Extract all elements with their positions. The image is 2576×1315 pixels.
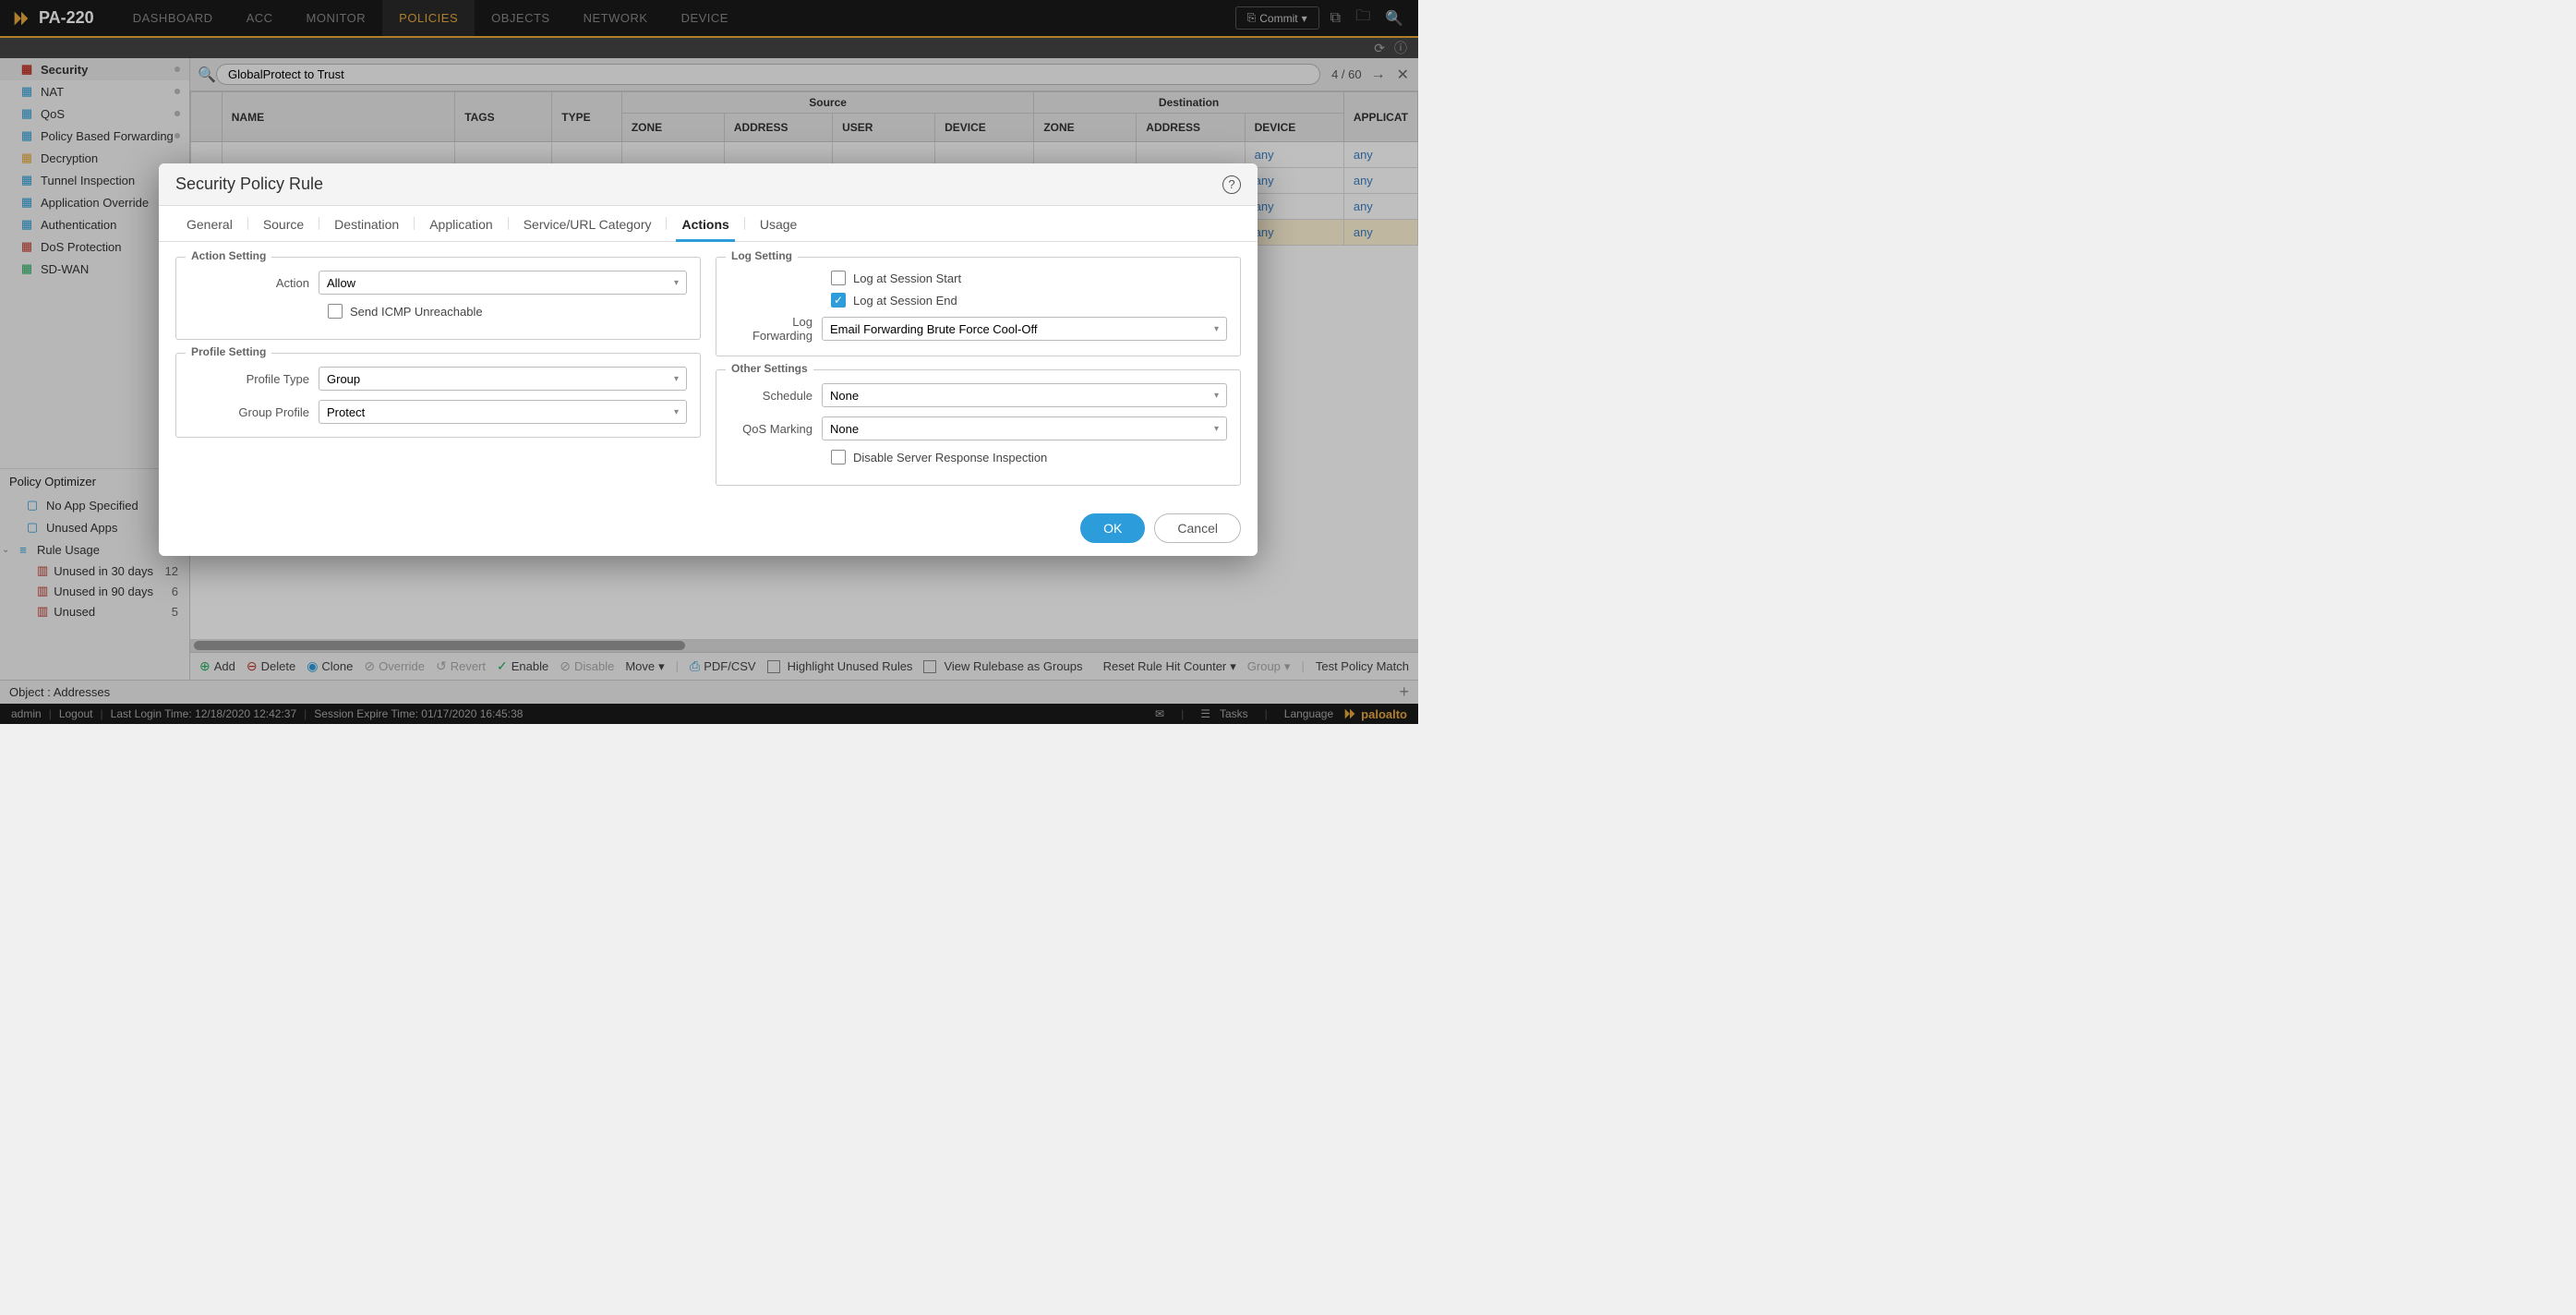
ok-button[interactable]: OK	[1080, 513, 1145, 543]
tab-actions[interactable]: Actions	[670, 206, 740, 241]
dsri-label: Disable Server Response Inspection	[853, 451, 1047, 464]
chevron-down-icon: ▾	[1214, 324, 1219, 334]
dialog-title: Security Policy Rule	[175, 175, 323, 194]
tab-source[interactable]: Source	[252, 206, 315, 241]
log-setting-legend: Log Setting	[726, 249, 798, 262]
chevron-down-icon: ▾	[1214, 391, 1219, 401]
dialog-tabs: GeneralSourceDestinationApplicationServi…	[159, 206, 1258, 242]
chevron-down-icon: ▾	[674, 374, 679, 384]
tab-general[interactable]: General	[175, 206, 244, 241]
action-select[interactable]: Allow ▾	[319, 271, 687, 295]
log-end-label: Log at Session End	[853, 294, 957, 308]
help-icon[interactable]: ?	[1222, 175, 1241, 194]
tab-destination[interactable]: Destination	[323, 206, 410, 241]
other-settings-legend: Other Settings	[726, 362, 813, 375]
group-profile-label: Group Profile	[189, 405, 319, 419]
tab-service-url-category[interactable]: Service/URL Category	[512, 206, 663, 241]
schedule-select[interactable]: None ▾	[822, 383, 1227, 407]
dsri-checkbox[interactable]	[831, 450, 846, 464]
log-setting-fieldset: Log Setting Log at Session Start ✓ Log a…	[716, 257, 1241, 356]
qos-marking-label: QoS Marking	[729, 422, 822, 436]
log-forwarding-label: Log Forwarding	[729, 315, 822, 343]
action-label: Action	[189, 276, 319, 290]
chevron-down-icon: ▾	[1214, 424, 1219, 434]
schedule-label: Schedule	[729, 389, 822, 403]
chevron-down-icon: ▾	[674, 407, 679, 417]
icmp-checkbox[interactable]	[328, 304, 343, 319]
other-settings-fieldset: Other Settings Schedule None ▾ QoS Marki…	[716, 369, 1241, 486]
chevron-down-icon: ▾	[674, 278, 679, 288]
log-end-checkbox[interactable]: ✓	[831, 293, 846, 308]
qos-marking-select[interactable]: None ▾	[822, 416, 1227, 440]
cancel-button[interactable]: Cancel	[1154, 513, 1241, 543]
action-setting-fieldset: Action Setting Action Allow ▾ Send ICMP …	[175, 257, 701, 340]
dialog-footer: OK Cancel	[159, 501, 1258, 556]
log-start-checkbox[interactable]	[831, 271, 846, 285]
icmp-label: Send ICMP Unreachable	[350, 305, 483, 319]
profile-setting-legend: Profile Setting	[186, 345, 271, 358]
group-profile-select[interactable]: Protect ▾	[319, 400, 687, 424]
tab-usage[interactable]: Usage	[749, 206, 808, 241]
log-start-label: Log at Session Start	[853, 271, 961, 285]
profile-setting-fieldset: Profile Setting Profile Type Group ▾ Gro…	[175, 353, 701, 438]
dialog-header: Security Policy Rule ?	[159, 163, 1258, 206]
dialog-body: Action Setting Action Allow ▾ Send ICMP …	[159, 242, 1258, 501]
profile-type-label: Profile Type	[189, 372, 319, 386]
security-policy-rule-dialog: Security Policy Rule ? GeneralSourceDest…	[159, 163, 1258, 556]
log-forwarding-select[interactable]: Email Forwarding Brute Force Cool-Off ▾	[822, 317, 1227, 341]
action-setting-legend: Action Setting	[186, 249, 271, 262]
tab-application[interactable]: Application	[418, 206, 504, 241]
profile-type-select[interactable]: Group ▾	[319, 367, 687, 391]
